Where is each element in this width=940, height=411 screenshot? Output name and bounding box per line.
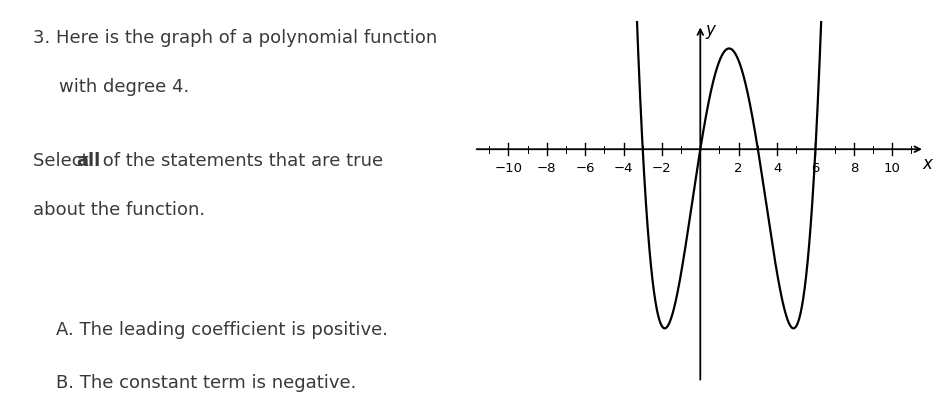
Text: 8: 8: [850, 162, 858, 175]
Text: of the statements that are true: of the statements that are true: [98, 152, 384, 170]
Text: B. The constant term is negative.: B. The constant term is negative.: [56, 374, 357, 392]
Text: 4: 4: [773, 162, 781, 175]
Text: Select: Select: [33, 152, 94, 170]
Text: all: all: [76, 152, 101, 170]
Text: 10: 10: [884, 162, 901, 175]
Text: −8: −8: [537, 162, 556, 175]
Text: −4: −4: [614, 162, 634, 175]
Text: −2: −2: [652, 162, 672, 175]
Text: 2: 2: [734, 162, 743, 175]
Text: $y$: $y$: [705, 23, 717, 41]
Text: −10: −10: [494, 162, 523, 175]
Text: $x$: $x$: [922, 155, 935, 173]
Text: 3. Here is the graph of a polynomial function: 3. Here is the graph of a polynomial fun…: [33, 29, 437, 47]
Text: 6: 6: [811, 162, 820, 175]
Text: about the function.: about the function.: [33, 201, 205, 219]
Text: with degree 4.: with degree 4.: [58, 78, 189, 96]
Text: A. The leading coefficient is positive.: A. The leading coefficient is positive.: [56, 321, 388, 339]
Text: −6: −6: [575, 162, 595, 175]
